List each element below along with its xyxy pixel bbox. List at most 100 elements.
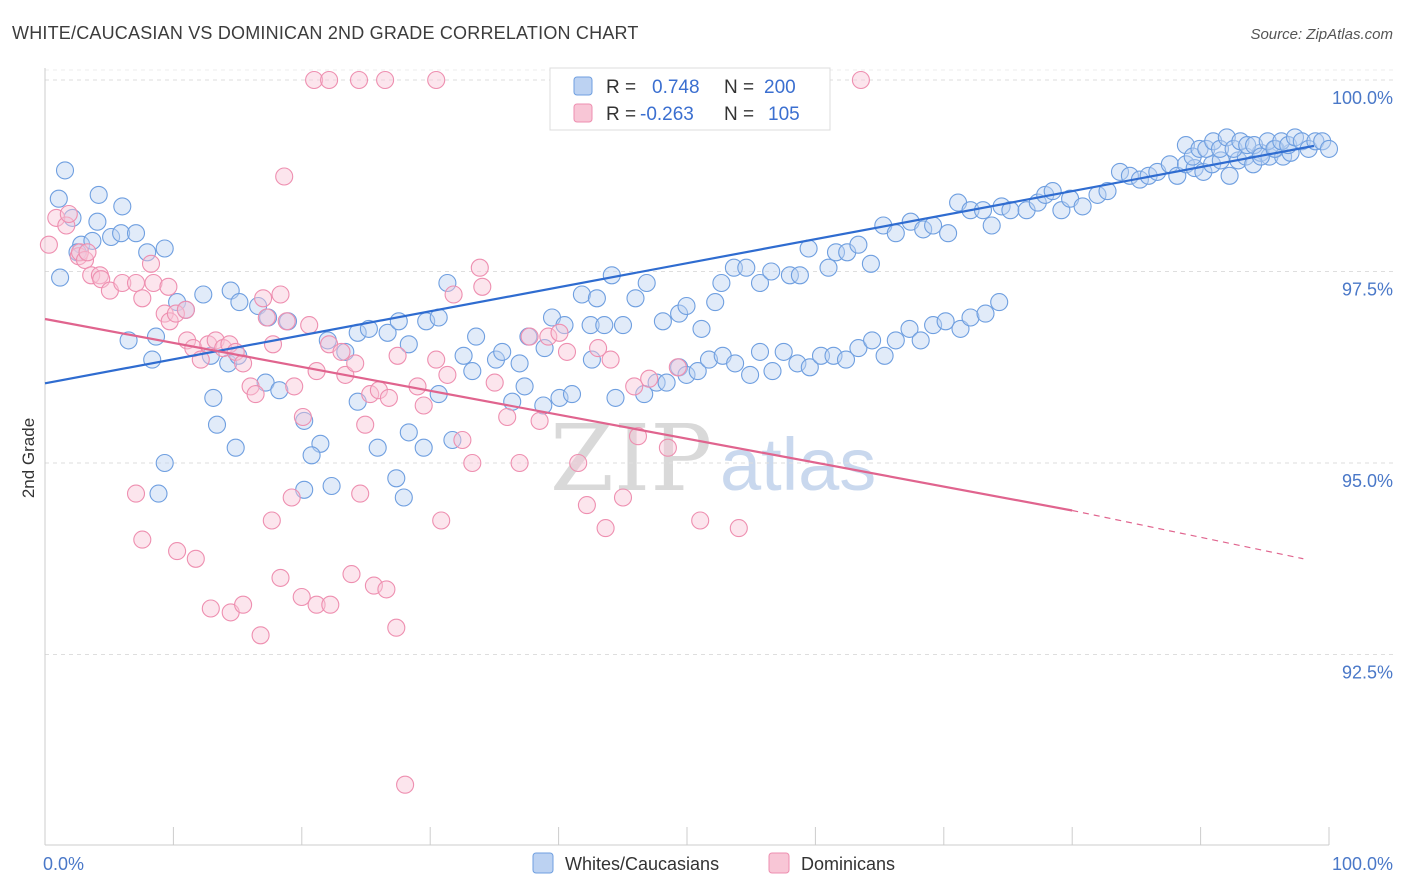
legend-n-value-whites: 200 xyxy=(764,77,796,98)
point-dominicans xyxy=(320,70,339,90)
point-whites xyxy=(194,285,213,304)
point-whites xyxy=(763,362,782,381)
y-tick-label: 97.5% xyxy=(1342,280,1393,300)
point-whites xyxy=(726,354,745,373)
legend-n-label-whites: N = xyxy=(724,77,754,98)
point-dominicans xyxy=(126,484,146,503)
point-whites xyxy=(1220,166,1239,185)
point-whites xyxy=(1043,182,1062,201)
point-dominicans xyxy=(59,204,78,224)
point-whites xyxy=(973,201,993,220)
point-dominicans xyxy=(520,327,539,346)
point-whites xyxy=(1204,132,1223,151)
source-credit: Source: ZipAtlas.com xyxy=(1250,26,1393,43)
point-whites xyxy=(207,415,227,434)
point-whites xyxy=(849,235,868,254)
y-axis-label: 2nd Grade xyxy=(19,418,38,498)
point-whites xyxy=(875,346,894,365)
point-whites xyxy=(394,488,413,507)
y-tick-label: 92.5% xyxy=(1342,663,1393,683)
point-dominicans xyxy=(729,519,748,538)
trend-line-dominicans xyxy=(44,317,1073,512)
point-whites xyxy=(741,365,760,384)
point-dominicans xyxy=(485,373,504,392)
point-dominicans xyxy=(201,599,220,618)
point-whites xyxy=(911,331,930,350)
point-dominicans xyxy=(346,354,365,373)
point-dominicans xyxy=(78,243,97,262)
point-dominicans xyxy=(473,277,492,296)
point-whites xyxy=(581,316,600,335)
point-whites xyxy=(626,289,645,308)
point-whites xyxy=(1110,162,1130,181)
point-dominicans xyxy=(379,388,398,407)
point-whites xyxy=(790,266,809,285)
point-whites xyxy=(89,185,108,204)
series-dominicans xyxy=(39,70,870,794)
point-whites xyxy=(1098,182,1117,201)
point-whites xyxy=(849,339,868,358)
point-whites xyxy=(750,273,770,293)
point-dominicans xyxy=(305,70,324,90)
point-whites xyxy=(1210,139,1230,158)
point-whites xyxy=(1258,132,1277,151)
point-dominicans xyxy=(625,377,644,396)
legend-n-value-dominicans: 105 xyxy=(768,104,800,125)
point-whites xyxy=(562,385,582,404)
trend-line-dominicans-extrapolated xyxy=(1072,509,1304,560)
point-dominicans xyxy=(387,618,406,637)
point-whites xyxy=(1217,128,1236,147)
point-dominicans xyxy=(292,587,311,607)
point-whites xyxy=(155,453,174,473)
point-dominicans xyxy=(498,407,517,427)
point-whites xyxy=(587,289,606,308)
point-dominicans xyxy=(510,453,529,473)
point-dominicans xyxy=(57,216,76,235)
point-whites xyxy=(800,358,819,377)
point-whites xyxy=(924,216,943,235)
point-dominicans xyxy=(168,542,187,561)
point-whites xyxy=(780,266,799,285)
point-whites xyxy=(900,319,919,338)
point-whites xyxy=(706,293,725,312)
point-dominicans xyxy=(388,346,407,365)
point-whites xyxy=(936,312,955,331)
point-whites xyxy=(399,423,418,442)
point-dominicans xyxy=(277,312,296,331)
point-dominicans xyxy=(144,273,163,293)
point-whites xyxy=(582,350,601,369)
point-whites xyxy=(493,342,512,361)
point-whites xyxy=(657,373,676,392)
point-dominicans xyxy=(254,289,273,308)
point-whites xyxy=(88,212,107,231)
point-whites xyxy=(699,350,719,369)
point-whites xyxy=(939,224,958,243)
point-dominicans xyxy=(349,70,369,90)
point-dominicans xyxy=(332,342,351,361)
watermark-atlas: atlas xyxy=(720,423,876,506)
point-whites xyxy=(226,438,245,457)
point-dominicans xyxy=(321,595,340,614)
point-whites xyxy=(359,319,378,338)
point-whites xyxy=(762,262,781,281)
point-whites xyxy=(692,319,711,338)
bottom-legend-swatch-dominicans xyxy=(768,852,790,874)
point-dominicans xyxy=(438,365,457,384)
point-dominicans xyxy=(251,626,270,645)
point-dominicans xyxy=(851,70,870,90)
point-whites xyxy=(535,339,554,358)
point-dominicans xyxy=(550,323,569,342)
legend-swatch-whites xyxy=(573,76,593,96)
point-dominicans xyxy=(246,385,265,404)
point-whites xyxy=(1292,132,1311,151)
point-whites xyxy=(230,293,249,312)
point-whites xyxy=(378,323,397,342)
point-whites xyxy=(1183,147,1202,166)
trend-line-whites xyxy=(44,144,1315,385)
point-whites xyxy=(990,293,1009,312)
point-whites xyxy=(112,224,131,243)
point-whites xyxy=(51,268,70,287)
point-whites xyxy=(454,346,473,365)
point-whites xyxy=(1176,136,1195,155)
point-whites xyxy=(976,304,995,323)
